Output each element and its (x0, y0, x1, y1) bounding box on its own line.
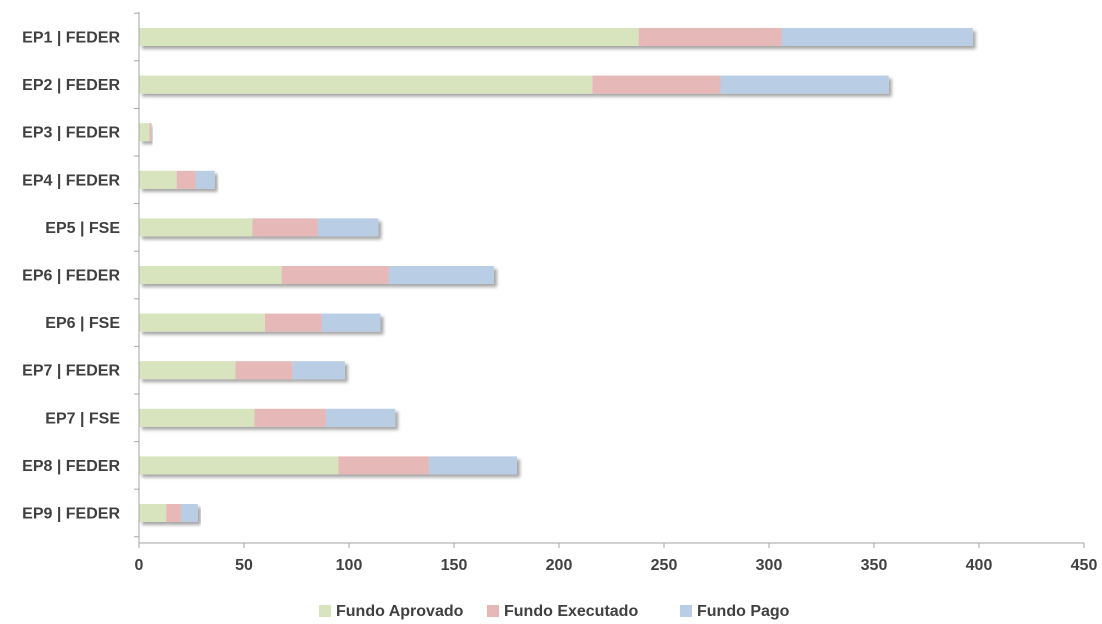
bar-segment (139, 28, 639, 46)
bar-group (139, 313, 381, 332)
bar-segment (139, 361, 236, 380)
bar-segment (139, 218, 253, 237)
bar-segment (181, 504, 198, 522)
category-label: EP1 | FEDER (22, 30, 120, 47)
bar-segment (781, 28, 973, 46)
category-label: EP7 | FEDER (22, 363, 120, 380)
bar-group (139, 28, 973, 46)
bar-segment (638, 28, 782, 46)
x-tick-label: 0 (135, 557, 144, 574)
x-tick-label: 450 (1071, 557, 1098, 574)
bar-segment (338, 456, 429, 475)
bar-segment (317, 218, 379, 237)
bar-segment (254, 408, 326, 427)
bar-segment (720, 75, 889, 94)
bar-segment (252, 218, 318, 237)
legend-label: Fundo Executado (504, 603, 638, 620)
bar-group (139, 266, 494, 284)
legend-swatch (319, 605, 331, 617)
bar-segment (139, 456, 339, 475)
bar-segment (166, 504, 181, 522)
x-tick-label: 250 (651, 557, 678, 574)
bar-group (139, 75, 889, 94)
bar-segment (176, 170, 196, 189)
category-label: EP8 | FEDER (22, 458, 120, 475)
bar-segment (592, 75, 721, 94)
legend-item: Fundo Pago (680, 603, 790, 620)
bar-group (139, 504, 198, 522)
legend-label: Fundo Aprovado (336, 603, 464, 620)
bar-group (139, 218, 379, 237)
category-labels: EP1 | FEDER EP2 | FEDER EP3 | FEDER EP4 | F… (22, 30, 120, 523)
bar-group (139, 123, 152, 142)
x-tick-label: 400 (966, 557, 993, 574)
bar-segment (139, 408, 255, 427)
bar-segment (195, 170, 215, 189)
bar-group (139, 408, 396, 427)
bar-group (139, 170, 215, 189)
bars-layer (139, 28, 973, 522)
bar-segment (292, 361, 345, 380)
legend-swatch (680, 605, 692, 617)
bar-segment (149, 123, 152, 142)
legend-swatch (487, 605, 499, 617)
category-label: EP7 | FSE (45, 410, 120, 427)
bar-segment (139, 504, 167, 522)
x-tick-label: 100 (336, 557, 363, 574)
bar-segment (321, 313, 381, 332)
legend-item: Fundo Aprovado (319, 603, 464, 620)
bar-segment (139, 170, 177, 189)
x-tick-label: 200 (546, 557, 573, 574)
category-label: EP2 | FEDER (22, 77, 120, 94)
bar-segment (388, 266, 494, 284)
bar-segment (281, 266, 389, 284)
x-tick-labels: 0 50 100 150 200 250 300 350 400 450 (135, 557, 1098, 574)
x-tick-label: 50 (235, 557, 253, 574)
bar-segment (265, 313, 322, 332)
bar-group (139, 456, 517, 475)
x-tick-label: 350 (861, 557, 888, 574)
category-label: EP6 | FEDER (22, 268, 120, 285)
legend: Fundo Aprovado Fundo Executado Fundo Pago (319, 603, 790, 620)
category-label: EP6 | FSE (45, 315, 120, 332)
category-label: EP4 | FEDER (22, 172, 120, 189)
x-tick-label: 150 (441, 557, 468, 574)
bar-segment (139, 313, 265, 332)
bar-segment (325, 408, 396, 427)
x-tick-label: 300 (756, 557, 783, 574)
bar-group (139, 361, 345, 380)
legend-label: Fundo Pago (697, 603, 790, 620)
bar-segment (139, 75, 593, 94)
category-label: EP3 | FEDER (22, 125, 120, 142)
legend-item: Fundo Executado (487, 603, 638, 620)
bar-segment (235, 361, 293, 380)
bar-segment (139, 123, 150, 142)
bar-segment (139, 266, 282, 284)
category-label: EP9 | FEDER (22, 506, 120, 523)
bar-segment (428, 456, 517, 475)
axes-layer (134, 12, 1085, 548)
category-label: EP5 | FSE (45, 220, 120, 237)
